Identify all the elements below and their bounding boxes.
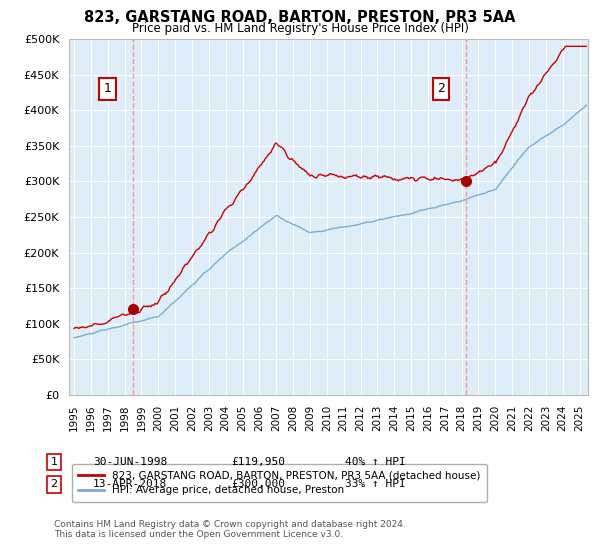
Text: 40% ↑ HPI: 40% ↑ HPI: [345, 457, 406, 467]
Text: £119,950: £119,950: [231, 457, 285, 467]
Text: £300,000: £300,000: [231, 479, 285, 489]
Text: 1: 1: [104, 82, 112, 96]
Text: Price paid vs. HM Land Registry's House Price Index (HPI): Price paid vs. HM Land Registry's House …: [131, 22, 469, 35]
Text: 2: 2: [50, 479, 58, 489]
Text: 13-APR-2018: 13-APR-2018: [93, 479, 167, 489]
Text: 33% ↑ HPI: 33% ↑ HPI: [345, 479, 406, 489]
Text: 823, GARSTANG ROAD, BARTON, PRESTON, PR3 5AA: 823, GARSTANG ROAD, BARTON, PRESTON, PR3…: [84, 10, 516, 25]
Legend: 823, GARSTANG ROAD, BARTON, PRESTON, PR3 5AA (detached house), HPI: Average pric: 823, GARSTANG ROAD, BARTON, PRESTON, PR3…: [71, 464, 487, 502]
Text: 1: 1: [50, 457, 58, 467]
Text: 2: 2: [437, 82, 445, 96]
Text: 30-JUN-1998: 30-JUN-1998: [93, 457, 167, 467]
Text: Contains HM Land Registry data © Crown copyright and database right 2024.
This d: Contains HM Land Registry data © Crown c…: [54, 520, 406, 539]
